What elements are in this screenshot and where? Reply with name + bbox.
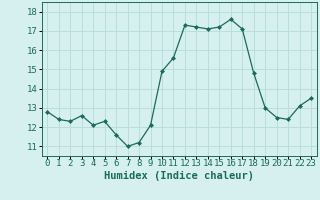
X-axis label: Humidex (Indice chaleur): Humidex (Indice chaleur)	[104, 171, 254, 181]
